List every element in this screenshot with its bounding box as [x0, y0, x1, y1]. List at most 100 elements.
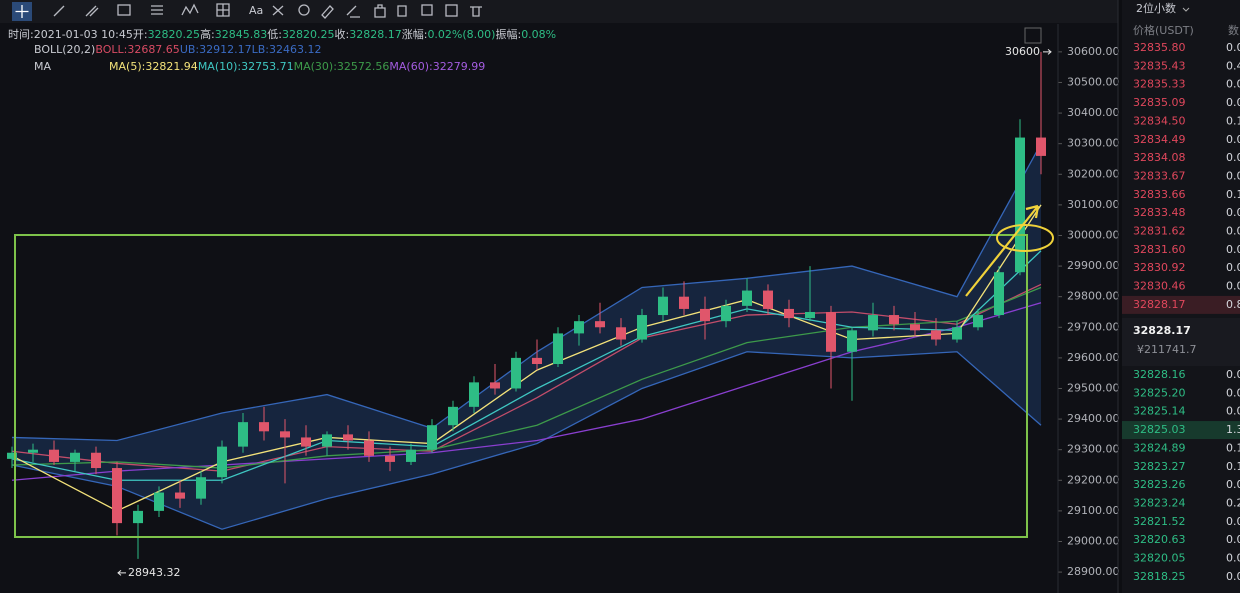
- indicator-line: [11, 286, 1042, 469]
- ask-price: 32831.60: [1133, 243, 1186, 256]
- info-label: 振幅:: [495, 28, 522, 41]
- y-tick-label: 29900.00: [1067, 259, 1120, 272]
- candle-body: [889, 315, 899, 325]
- max-price-label: 30600: [1005, 45, 1040, 58]
- ask-amount: 0.0: [1226, 169, 1240, 182]
- bid-price: 32820.05: [1133, 552, 1186, 565]
- channel-tool[interactable]: [85, 5, 99, 17]
- info-value: 32845.83: [214, 28, 268, 41]
- bid-amount: 0.0: [1226, 478, 1240, 491]
- ask-price: 32834.49: [1133, 133, 1186, 146]
- info-value: 32820.25: [282, 28, 335, 41]
- candle-body: [7, 452, 17, 459]
- candle-body: [553, 333, 563, 364]
- line-tool[interactable]: [53, 5, 65, 17]
- pattern-tool[interactable]: [181, 3, 199, 16]
- pencil-tool[interactable]: [346, 5, 360, 18]
- delete-tool[interactable]: [470, 6, 482, 17]
- ask-price: 32835.43: [1133, 59, 1186, 72]
- scale-button[interactable]: [1024, 27, 1042, 44]
- ask-amount: 0.0: [1226, 151, 1240, 164]
- y-tick-label: 29200.00: [1067, 473, 1120, 486]
- ruler-tool[interactable]: [321, 5, 334, 19]
- candle-body: [175, 492, 185, 499]
- info-value: 2021-01-03 10:45: [33, 28, 133, 41]
- bid-price: 32825.20: [1133, 386, 1186, 399]
- candle-body: [133, 510, 143, 524]
- info-label: 收:: [334, 28, 350, 41]
- crosshair-icon[interactable]: [15, 5, 29, 18]
- info-value: 32820.25: [147, 28, 201, 41]
- candle-body: [91, 452, 101, 469]
- decimals-select: 2位小数: [1136, 1, 1176, 15]
- ask-price: 32830.92: [1133, 261, 1186, 274]
- candle-body: [301, 437, 311, 447]
- ask-amount: 0.0: [1226, 41, 1240, 54]
- indicator-title: BOLL(20,2): [34, 43, 96, 56]
- candle-body: [490, 382, 500, 389]
- shape-tool[interactable]: [117, 4, 131, 16]
- last-price-bg: [1122, 318, 1240, 366]
- lock-tool[interactable]: [374, 4, 386, 18]
- indicator-value: LB:32463.12: [251, 43, 322, 56]
- y-tick-label: 30100.00: [1067, 198, 1120, 211]
- info-label: 低:: [267, 28, 282, 41]
- candle-body: [469, 382, 479, 407]
- ask-row-bg: [1122, 295, 1240, 314]
- ask-amount: 0.0: [1226, 133, 1240, 146]
- candle-body: [511, 357, 521, 389]
- bid-amount: 0.2: [1226, 496, 1240, 509]
- candle-body: [742, 290, 752, 306]
- ask-price: 32835.80: [1133, 41, 1186, 54]
- candle-body: [1015, 137, 1025, 273]
- y-tick-label: 30400.00: [1067, 106, 1120, 119]
- eye-tool[interactable]: [397, 5, 407, 17]
- candle-body: [574, 321, 584, 334]
- info-label: 开:: [132, 28, 148, 41]
- max-price-arrow: [1043, 48, 1052, 55]
- y-tick-label: 29600.00: [1067, 351, 1120, 364]
- candle-body: [931, 330, 941, 340]
- indicator-line: [11, 351, 1042, 530]
- toolbar: [0, 0, 1118, 23]
- candle-body: [343, 434, 353, 441]
- ask-amount: 0.0: [1226, 261, 1240, 274]
- y-tick-label: 29700.00: [1067, 320, 1120, 333]
- bid-price: 32824.89: [1133, 441, 1186, 454]
- y-tick-label: 29400.00: [1067, 412, 1120, 425]
- emoji-tool[interactable]: [298, 4, 310, 16]
- candle-body: [49, 449, 59, 462]
- amount-header: 数: [1228, 24, 1239, 37]
- candle-body: [385, 455, 395, 462]
- candle-body: [196, 477, 206, 499]
- brush-tool[interactable]: [272, 5, 284, 16]
- candle-body: [679, 296, 689, 309]
- last-price: 32828.17: [1133, 324, 1191, 337]
- text-tool[interactable]: Aa: [249, 4, 263, 17]
- trend-arrow: [965, 204, 1040, 297]
- fib-tool[interactable]: [151, 5, 163, 15]
- indicator-line: [11, 283, 1042, 472]
- info-label: 时间:: [8, 28, 34, 41]
- hide-tool[interactable]: [445, 4, 458, 17]
- measure-tool[interactable]: [216, 3, 230, 17]
- ask-amount: 0.0: [1226, 78, 1240, 91]
- ask-amount: 0.0: [1226, 280, 1240, 293]
- y-tick-label: 29800.00: [1067, 290, 1120, 303]
- candle-body: [217, 446, 227, 478]
- copy-tool[interactable]: [421, 4, 433, 16]
- bid-price: 32818.25: [1133, 570, 1186, 583]
- y-tick-label: 29300.00: [1067, 443, 1120, 456]
- ask-price: 32833.66: [1133, 188, 1186, 201]
- y-tick-label: 29500.00: [1067, 381, 1120, 394]
- candle-body: [322, 434, 332, 447]
- info-value: 32828.17: [349, 28, 402, 41]
- bid-price: 32825.14: [1133, 405, 1186, 418]
- indicator-title: MA: [34, 60, 52, 73]
- grid-layer: 28900.00 29000.00 29100.00 29200.00 29300.00…: [1057, 24, 1120, 593]
- candle-body: [826, 311, 836, 352]
- ask-amount: 0.0: [1226, 206, 1240, 219]
- ask-amount: 0.0: [1226, 96, 1240, 109]
